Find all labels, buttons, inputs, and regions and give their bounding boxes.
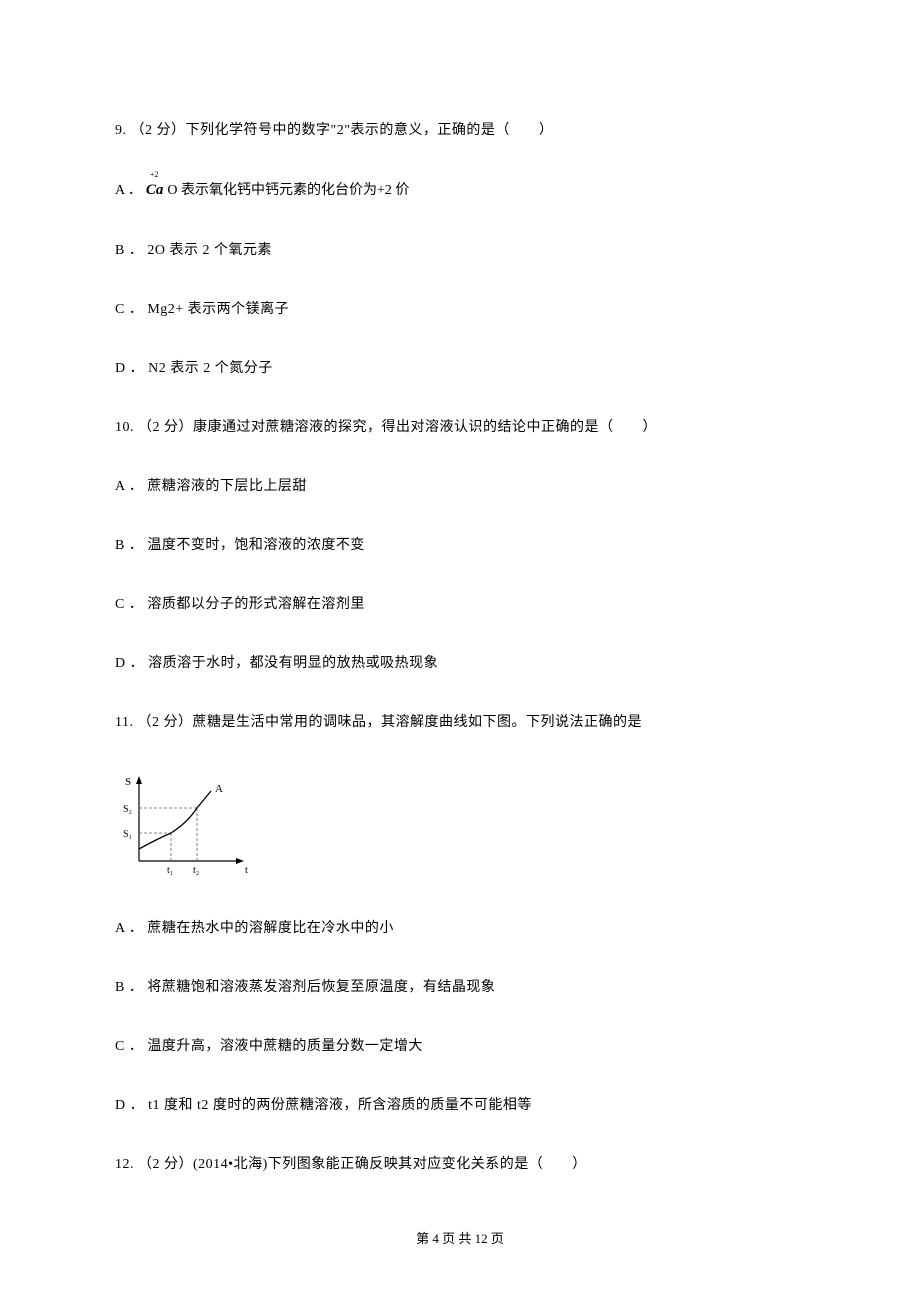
oxidation-number: +2 [150,169,159,181]
point-a-label: A [215,783,223,795]
q11-stem: 11. （2 分）蔗糖是生活中常用的调味品，其溶解度曲线如下图。下列说法正确的是 [115,712,805,733]
chart-svg: S S₂ S₁ t₁ t₂ t A [119,771,259,881]
x-tick-t1: t₁ [167,865,173,876]
q9-optA-suffix: O 表示氧化钙中钙元素的化台价为+2 价 [167,180,409,201]
q10-option-d: D ． 溶质溶于水时，都没有明显的放热或吸热现象 [115,653,805,674]
y-axis-label: S [125,776,131,788]
cao-chemical-symbol: +2 Ca [146,179,164,202]
solubility-chart: S S₂ S₁ t₁ t₂ t A [115,771,805,886]
q11-option-b: B ． 将蔗糖饱和溶液蒸发溶剂后恢复至原温度，有结晶现象 [115,977,805,998]
solubility-curve [139,791,211,849]
q9-option-b: B ． 2O 表示 2 个氧元素 [115,240,805,261]
page-footer: 第 4 页 共 12 页 [0,1228,920,1247]
q10-stem: 10. （2 分）康康通过对蔗糖溶液的探究，得出对溶液认识的结论中正确的是（ ） [115,417,805,438]
y-axis-arrow-icon [136,776,142,784]
y-tick-s1: S₁ [123,829,132,840]
x-tick-t2: t₂ [193,865,199,876]
x-axis-label: t [245,865,248,876]
q9-optA-prefix: A ． [115,180,142,201]
ca-element: Ca [146,182,164,198]
q11-option-d: D ． t1 度和 t2 度时的两份蔗糖溶液，所含溶质的质量不可能相等 [115,1095,805,1116]
q9-option-d: D ． N2 表示 2 个氮分子 [115,358,805,379]
q12-stem: 12. （2 分）(2014•北海)下列图象能正确反映其对应变化关系的是（ ） [115,1154,805,1175]
q9-option-a: A ． +2 Ca O 表示氧化钙中钙元素的化台价为+2 价 [115,179,805,202]
q11-option-c: C ． 温度升高，溶液中蔗糖的质量分数一定增大 [115,1036,805,1057]
q10-option-a: A ． 蔗糖溶液的下层比上层甜 [115,476,805,497]
x-axis-arrow-icon [236,858,244,864]
q10-option-c: C ． 溶质都以分子的形式溶解在溶剂里 [115,594,805,615]
q9-option-c: C ． Mg2+ 表示两个镁离子 [115,299,805,320]
y-tick-s2: S₂ [123,804,132,815]
q10-option-b: B ． 温度不变时，饱和溶液的浓度不变 [115,535,805,556]
q11-option-a: A ． 蔗糖在热水中的溶解度比在冷水中的小 [115,918,805,939]
q9-stem: 9. （2 分）下列化学符号中的数字"2"表示的意义，正确的是（ ） [115,120,805,141]
